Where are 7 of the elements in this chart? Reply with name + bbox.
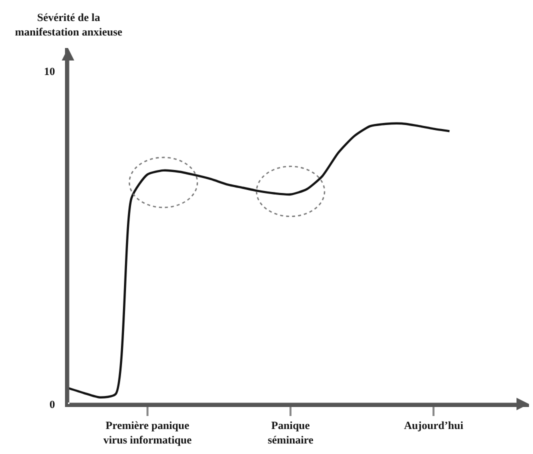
x-tick-label: Première panique virus informatique (103, 420, 192, 446)
y-axis-title: Sévérité de la manifestation anxieuse (15, 12, 122, 38)
y-tick-label: 10 (44, 66, 56, 78)
x-tick-label: Aujourd’hui (404, 420, 464, 432)
x-tick-label: Panique séminaire (268, 420, 314, 446)
line-series (68, 122, 451, 398)
y-tick-label: 0 (50, 398, 56, 411)
